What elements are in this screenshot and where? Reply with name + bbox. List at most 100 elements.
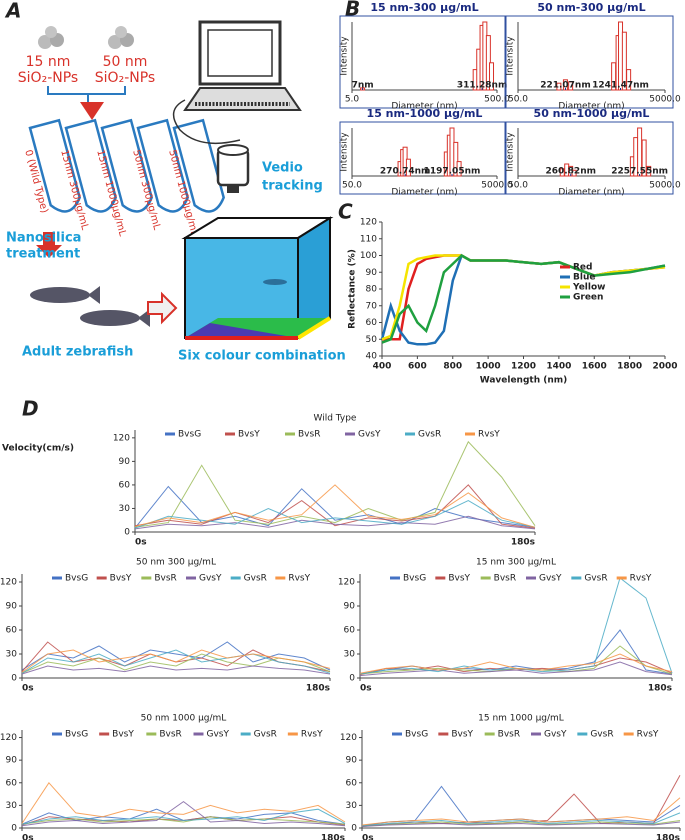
y-tick-label: 30 xyxy=(119,504,131,514)
x-tick-label: 180s xyxy=(306,684,330,694)
bar xyxy=(641,139,647,177)
panel-letter: A xyxy=(4,0,21,23)
x-tick-label: 0s xyxy=(135,538,147,548)
bar xyxy=(405,158,411,177)
y-axis-label: Intensity xyxy=(340,36,350,76)
line-series xyxy=(381,253,666,344)
y-tick-label: 110 xyxy=(360,234,377,244)
x-tick-label: 0s xyxy=(362,834,374,840)
legend-label: GvsY xyxy=(544,730,567,740)
panel-frame xyxy=(339,15,506,109)
y-tick-label: 120 xyxy=(0,733,17,743)
label: 15 nm xyxy=(26,54,71,70)
legend-label: RvsY xyxy=(630,574,652,584)
line-series xyxy=(361,774,681,827)
annotation: 1197.05nm xyxy=(424,167,481,177)
label: Nanosilica xyxy=(6,231,81,246)
y-tick-label: 80 xyxy=(366,285,378,295)
y-axis-label: Intensity xyxy=(340,132,350,172)
y-tick-label: 30 xyxy=(346,801,358,811)
y-tick-label: 40 xyxy=(366,352,378,362)
panel-frame xyxy=(339,121,506,195)
y-tick-label: 30 xyxy=(6,650,18,660)
x-tick-label: 50.0 xyxy=(342,181,362,191)
y-tick-label: 30 xyxy=(6,801,18,811)
label: 50 nm xyxy=(103,54,148,70)
chart-title: 15 nm 1000 µg/mL xyxy=(478,714,564,724)
y-tick-label: 60 xyxy=(344,626,356,636)
annotation: 1241.47nm xyxy=(592,81,649,91)
line-series xyxy=(361,797,681,826)
line-series xyxy=(21,649,331,673)
y-tick-label: 120 xyxy=(113,433,130,443)
legend-label: GvsR xyxy=(584,574,607,584)
chart-title: 50 nm-300 µg/mL xyxy=(537,1,645,14)
x-axis-label: Diameter (nm) xyxy=(558,102,624,112)
x-tick-label: 5000.0 xyxy=(481,181,513,191)
y-axis-label: Reflectance (%) xyxy=(348,249,358,329)
bar xyxy=(453,141,459,177)
x-tick-label: 5.0 xyxy=(345,95,360,105)
chart-title: Wild Type xyxy=(314,414,357,424)
panel-letter: C xyxy=(338,200,353,224)
legend-label: BvsY xyxy=(112,730,134,740)
chart-title: 50 nm-1000 µg/mL xyxy=(534,107,650,120)
legend-label: Blue xyxy=(573,273,595,283)
legend-label: GvsY xyxy=(539,574,562,584)
annotation: 270.74nm xyxy=(380,167,431,177)
line-series xyxy=(382,254,666,341)
x-tick-label: 5000.0 xyxy=(649,95,681,105)
line-series xyxy=(21,781,346,824)
line-series xyxy=(134,500,536,529)
x-tick-label: 50.0 xyxy=(508,95,528,105)
x-tick-label: 180s xyxy=(321,834,345,840)
line-series xyxy=(134,440,536,528)
bar xyxy=(556,82,562,91)
x-tick-label: 0s xyxy=(22,834,34,840)
line-series xyxy=(134,515,536,530)
y-tick-label: 0 xyxy=(124,528,130,538)
label: treatment xyxy=(6,247,80,262)
panel-frame xyxy=(505,15,674,109)
x-tick-label: 50.0 xyxy=(508,181,528,191)
y-tick-label: 90 xyxy=(6,602,18,612)
y-axis-label: Intensity xyxy=(506,132,516,172)
x-axis-label: Diameter (nm) xyxy=(391,188,457,198)
y-tick-label: 60 xyxy=(346,778,358,788)
x-tick-label: 1600 xyxy=(582,362,607,372)
line-series xyxy=(21,816,346,825)
bar xyxy=(571,169,577,177)
line-series xyxy=(361,785,681,827)
y-tick-label: 0 xyxy=(349,674,355,684)
label: Six colour combination xyxy=(178,349,346,364)
bar xyxy=(489,62,495,91)
legend-label: RvsY xyxy=(478,430,500,440)
label: Vedio xyxy=(262,161,303,176)
line-series xyxy=(134,484,536,528)
line-series xyxy=(359,661,673,677)
y-tick-label: 90 xyxy=(346,756,358,766)
line-series xyxy=(359,577,673,675)
y-tick-label: 90 xyxy=(6,756,18,766)
line-series xyxy=(361,812,681,827)
bar xyxy=(456,161,462,177)
legend-label: BvsR xyxy=(154,574,176,584)
x-tick-label: 400 xyxy=(373,362,392,372)
panel-a: 15 nm SiO₂-NPs 50 nm SiO₂-NPs 0 (Wild Ty… xyxy=(6,20,346,364)
legend-label: BvsR xyxy=(498,730,520,740)
x-tick-label: 180s xyxy=(648,684,672,694)
x-tick-label: 500.0 xyxy=(484,95,510,105)
annotation: 7nm xyxy=(352,81,374,91)
annotation: 311.28nm xyxy=(457,81,508,91)
annotation: 260.82nm xyxy=(545,167,596,177)
chart-title: 15 nm-300 µg/mL xyxy=(370,1,478,14)
legend-label: BvsG xyxy=(178,430,201,440)
y-tick-label: 100 xyxy=(360,251,377,261)
x-tick-label: 1800 xyxy=(617,362,642,372)
line-series xyxy=(380,253,666,346)
line-series xyxy=(21,641,331,671)
line-series xyxy=(134,484,536,529)
y-tick-label: 90 xyxy=(119,457,131,467)
x-axis-label: Diameter (nm) xyxy=(558,188,624,198)
